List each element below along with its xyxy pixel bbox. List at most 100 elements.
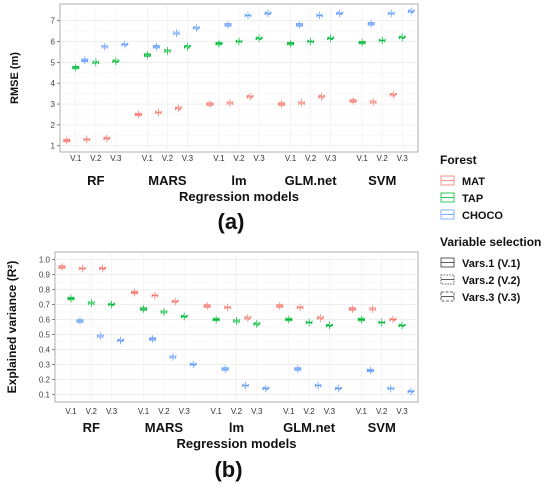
x-group-label: SVM — [368, 420, 396, 435]
legend-title-forest: Forest — [440, 153, 477, 167]
x-subgroup-label: V.3 — [397, 154, 409, 163]
x-subgroup-label: V.1 — [70, 154, 82, 163]
box-mark — [246, 92, 254, 101]
legend-item-tap: TAP — [440, 192, 483, 205]
legend-label: CHOCO — [462, 210, 503, 222]
box-mark — [67, 294, 75, 303]
y-tick-label: 5 — [51, 58, 56, 67]
y-tick-label: 0.2 — [39, 376, 51, 385]
box-mark — [398, 33, 406, 42]
box-mark — [318, 92, 326, 101]
x-subgroup-label: V.3 — [182, 154, 194, 163]
y-tick-label: 0.6 — [39, 316, 51, 325]
box-mark — [134, 110, 142, 119]
box-mark — [278, 100, 286, 108]
box-mark — [233, 317, 240, 325]
legend-item-choco: CHOCO — [440, 209, 503, 222]
box-mark — [253, 320, 261, 328]
box-mark — [92, 58, 100, 67]
legend: Forest MAT TAP CHOCO Variable selection Vars.… — [440, 153, 541, 304]
x-subgroup-label: V.1 — [285, 154, 297, 163]
y-tick-label: 0.1 — [39, 391, 51, 400]
x-subgroup-label: V.2 — [86, 407, 98, 416]
legend-title-variable-selection: Variable selection — [440, 235, 541, 249]
y-axis-title: RMSE (m) — [9, 52, 21, 104]
box-mark — [78, 264, 86, 273]
box-mark — [336, 9, 344, 18]
box-mark — [327, 34, 335, 43]
x-subgroup-label: V.2 — [231, 407, 243, 416]
box-mark — [262, 384, 270, 393]
y-tick-label: 0.9 — [39, 271, 51, 280]
x-subgroup-label: V.2 — [90, 154, 102, 163]
box-mark — [366, 366, 374, 375]
box-mark — [369, 305, 377, 313]
x-subgroup-label: V.1 — [213, 154, 225, 163]
y-tick-label: 0.5 — [39, 331, 51, 340]
box-mark — [387, 9, 395, 18]
box-mark — [149, 335, 157, 343]
box-mark — [287, 39, 295, 48]
box-mark — [101, 42, 109, 51]
box-mark — [163, 47, 171, 55]
legend-item-vars-1: Vars.1 (V.1) — [440, 257, 521, 270]
box-mark — [334, 384, 342, 393]
legend-label: Vars.3 (V.3) — [462, 292, 521, 304]
x-subgroup-label: V.1 — [211, 407, 223, 416]
x-subgroup-label: V.1 — [138, 407, 150, 416]
box-mark — [314, 381, 322, 390]
x-subgroup-label: V.3 — [325, 154, 337, 163]
y-axis-title: Explained variance (R²) — [5, 261, 19, 394]
x-subgroup-label: V.3 — [251, 407, 263, 416]
x-subgroup-label: V.3 — [396, 407, 408, 416]
box-mark — [357, 315, 365, 324]
box-mark — [172, 29, 180, 38]
y-tick-label: 6 — [51, 38, 56, 47]
box-mark — [121, 40, 129, 49]
box-mark — [242, 381, 249, 390]
y-tick-label: 0.4 — [39, 346, 51, 355]
y-tick-label: 2 — [51, 121, 56, 130]
box-mark — [387, 384, 395, 393]
box-mark — [206, 100, 214, 108]
box-mark — [154, 108, 162, 117]
box-mark — [307, 37, 315, 46]
box-mark — [298, 99, 306, 107]
box-mark — [174, 104, 182, 113]
box-mark — [183, 42, 191, 51]
box-mark — [58, 263, 66, 271]
box-mark — [316, 11, 324, 20]
x-subgroup-label: V.3 — [324, 407, 336, 416]
box-mark — [224, 20, 232, 29]
box-mark — [169, 353, 177, 361]
x-subgroup-label: V.2 — [158, 407, 170, 416]
box-mark — [63, 136, 71, 145]
box-mark — [215, 39, 223, 48]
box-mark — [378, 36, 386, 45]
box-mark — [87, 299, 95, 307]
box-mark — [235, 37, 243, 46]
x-group-label: MARS — [148, 173, 187, 188]
box-mark — [264, 9, 272, 18]
box-mark — [76, 317, 84, 325]
legend-item-vars-2: Vars.2 (V.2) — [440, 274, 521, 287]
box-mark — [72, 63, 80, 72]
legend-item-vars-3: Vars.3 (V.3) — [440, 291, 521, 304]
x-subgroup-label: V.3 — [253, 154, 265, 163]
box-mark — [348, 305, 356, 313]
box-mark — [255, 34, 263, 43]
x-subgroup-label: V.2 — [162, 154, 174, 163]
panel-b: 0.1 0.2 0.3 0.4 0.5 0.6 0.7 0.8 0.9 1.0 V.1 V.2 V.3 R… — [5, 251, 419, 482]
box-mark — [203, 302, 211, 310]
x-group-label: lm — [229, 420, 244, 435]
box-mark — [143, 51, 151, 59]
x-group-label: MARS — [145, 420, 184, 435]
x-subgroup-label: V.2 — [377, 154, 389, 163]
x-subgroup-label: V.2 — [303, 407, 315, 416]
x-subgroup-label: V.3 — [110, 154, 122, 163]
box-mark — [369, 98, 377, 106]
x-group-label: lm — [231, 173, 246, 188]
y-tick-label: 0.3 — [39, 361, 51, 370]
panel-a: 1 2 3 4 5 6 7 V.1 V.2 V.3 RF V.1 V.2 V.3 MARS V.1 V.2 V.3… — [9, 3, 419, 234]
